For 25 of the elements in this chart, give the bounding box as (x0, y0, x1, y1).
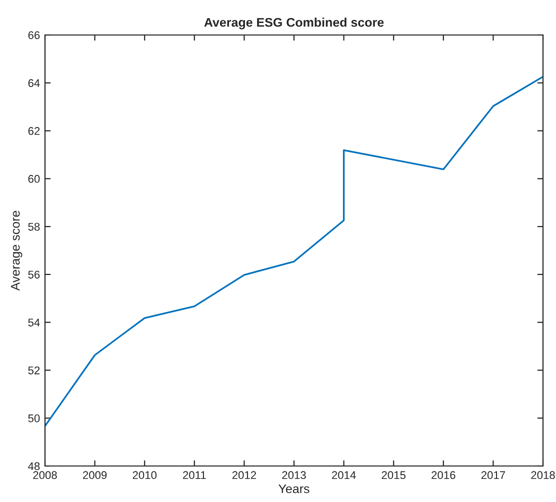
x-tick-label: 2008 (33, 471, 57, 480)
y-tick-label: 66 (28, 31, 40, 40)
y-tick-label: 60 (28, 174, 40, 183)
y-axis-title: Average score (11, 210, 22, 291)
x-tick-label: 2009 (83, 471, 107, 480)
y-tick-label: 56 (28, 270, 40, 279)
x-tick-label: 2012 (232, 471, 256, 480)
y-tick-label: 50 (28, 414, 40, 422)
x-tick-label: 2018 (531, 471, 555, 480)
x-tick-label: 2015 (382, 471, 406, 480)
line-series (45, 76, 543, 427)
x-tick-label: 2010 (132, 471, 157, 480)
y-tick-label: 48 (28, 462, 40, 470)
x-tick-label: 2013 (282, 471, 306, 480)
y-tick-label: 58 (28, 222, 40, 231)
y-tick-label: 54 (28, 318, 40, 326)
x-tick-label: 2014 (332, 471, 356, 480)
y-tick-label: 64 (28, 79, 40, 88)
x-axis-title: Years (278, 484, 310, 494)
x-tick-label: 2017 (481, 471, 505, 480)
x-tick-label: 2016 (432, 471, 456, 480)
y-tick-label: 62 (28, 127, 40, 135)
x-tick-label: 2011 (183, 471, 206, 480)
y-tick-label: 52 (28, 366, 40, 374)
chart-title: Average ESG Combined score (204, 18, 384, 30)
